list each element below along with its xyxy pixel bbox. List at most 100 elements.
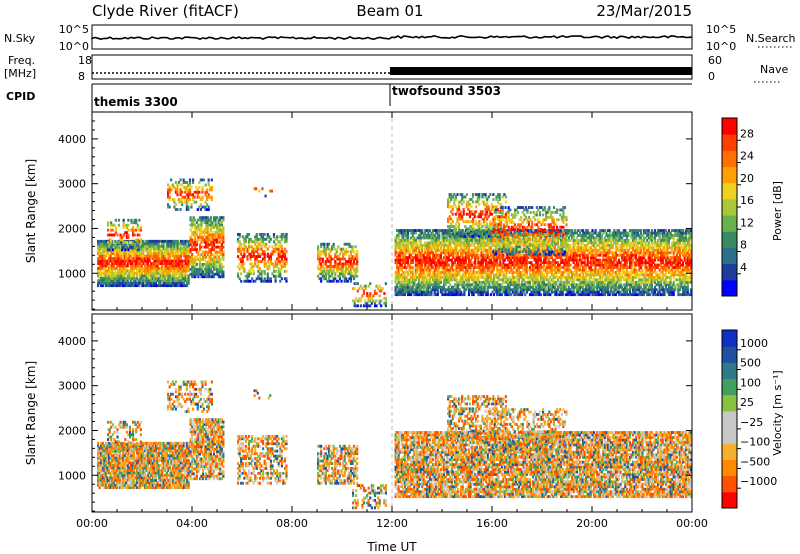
echo-cell	[600, 285, 603, 289]
echo-cell	[200, 233, 203, 237]
echo-cell	[469, 285, 472, 289]
echo-cell	[574, 231, 577, 235]
echo-cell	[589, 280, 592, 284]
echo-cell	[129, 276, 132, 280]
echo-cell	[197, 228, 200, 232]
echo-cell	[572, 251, 575, 255]
echo-cell	[384, 297, 387, 300]
echo-cell	[524, 285, 527, 289]
echo-cell	[510, 278, 513, 282]
echo-cell	[114, 239, 117, 243]
echo-cell	[400, 243, 403, 247]
echo-cell	[397, 290, 400, 294]
echo-cell	[219, 228, 222, 232]
echo-cell	[464, 283, 467, 287]
echo-cell	[535, 280, 538, 284]
echo-cell	[428, 278, 432, 282]
echo-cell	[478, 246, 482, 250]
echo-cell	[203, 253, 206, 256]
echo-cell	[594, 236, 597, 240]
echo-cell	[164, 281, 167, 285]
echo-cell	[151, 264, 154, 268]
echo-cell	[582, 290, 585, 294]
echo-cell	[260, 272, 263, 276]
echo-cell	[334, 252, 337, 256]
echo-cell	[410, 293, 413, 297]
echo-cell	[553, 285, 557, 289]
echo-cell	[599, 241, 602, 245]
echo-cell	[345, 247, 348, 251]
echo-cell	[417, 258, 421, 262]
echo-cell	[422, 231, 425, 235]
echo-cell	[400, 251, 403, 255]
echo-cell	[538, 256, 541, 260]
echo-cell	[197, 258, 200, 261]
echo-cell	[536, 285, 539, 289]
echo-cell	[397, 241, 400, 245]
echo-cell	[460, 258, 463, 262]
echo-cell	[511, 290, 514, 294]
echo-cell	[100, 244, 103, 248]
echo-cell	[217, 221, 220, 224]
echo-cell	[179, 252, 182, 256]
echo-cell	[592, 248, 596, 252]
echo-cell	[549, 234, 552, 237]
echo-cell	[118, 254, 122, 258]
echo-cell	[422, 278, 425, 282]
echo-cell	[449, 229, 452, 232]
echo-cell	[432, 288, 435, 292]
echo-cell	[159, 281, 162, 285]
echo-cell	[413, 278, 416, 282]
echo-cell	[178, 269, 181, 273]
echo-cell	[187, 249, 190, 253]
echo-cell	[170, 284, 173, 288]
nsky-strip-frame	[91, 24, 693, 50]
echo-cell	[396, 285, 399, 289]
echo-cell	[356, 260, 359, 263]
echo-cell	[397, 273, 400, 277]
echo-cell	[346, 265, 349, 268]
echo-cell	[430, 276, 433, 279]
echo-cell	[400, 236, 403, 240]
echo-cell	[566, 266, 569, 269]
echo-cell	[362, 284, 366, 288]
echo-cell	[205, 216, 208, 220]
echo-cell	[597, 283, 600, 287]
echo-cell	[522, 261, 525, 265]
echo-cell	[397, 261, 400, 265]
echo-cell	[209, 267, 212, 271]
echo-cell	[117, 284, 120, 288]
echo-cell	[480, 263, 483, 267]
echo-cell	[580, 283, 583, 287]
echo-cell	[182, 276, 186, 280]
echo-cell	[449, 266, 452, 269]
echo-cell	[519, 261, 522, 265]
echo-cell	[407, 256, 410, 260]
echo-cell	[594, 258, 597, 262]
echo-cell	[101, 254, 104, 258]
echo-cell	[461, 251, 464, 255]
echo-cell	[187, 281, 190, 285]
echo-cell	[522, 273, 525, 277]
echo-cell	[411, 236, 414, 240]
echo-cell	[496, 268, 499, 272]
echo-cell	[522, 253, 525, 257]
echo-cell	[583, 266, 586, 269]
echo-cell	[148, 247, 151, 251]
echo-cell	[324, 260, 327, 263]
echo-cell	[145, 254, 148, 258]
echo-cell	[546, 256, 549, 260]
echo-cell	[280, 265, 283, 268]
echo-cell	[442, 231, 446, 235]
echo-cell	[132, 279, 136, 283]
echo-cell	[162, 269, 165, 273]
echo-cell	[424, 261, 427, 265]
echo-cell	[486, 251, 489, 255]
echo-cell	[408, 290, 411, 294]
echo-cell	[120, 267, 123, 270]
echo-cell	[599, 234, 602, 237]
echo-cell	[596, 293, 599, 297]
echo-cell	[588, 231, 591, 235]
echo-cell	[349, 260, 352, 263]
